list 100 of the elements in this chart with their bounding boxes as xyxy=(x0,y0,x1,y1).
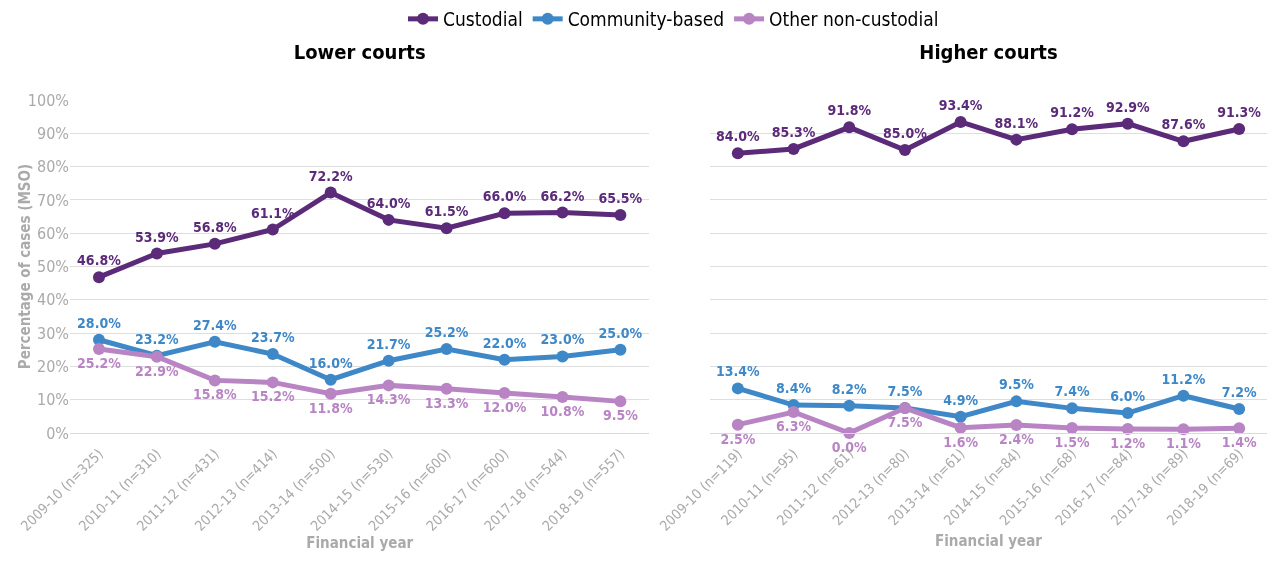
point xyxy=(731,418,744,431)
point xyxy=(498,387,511,400)
data-label: 65.5% xyxy=(598,189,643,206)
data-label: 92.9% xyxy=(1105,98,1150,115)
data-label: 88.1% xyxy=(994,114,1039,131)
point xyxy=(1177,135,1190,148)
point xyxy=(614,395,627,408)
data-label: 15.8% xyxy=(192,386,238,403)
y-tick-label: 90% xyxy=(37,123,69,143)
data-label: 22.9% xyxy=(135,362,180,379)
point xyxy=(382,354,395,367)
data-label: 28.0% xyxy=(77,314,122,331)
y-tick-label: 30% xyxy=(37,323,69,343)
data-label: 7.5% xyxy=(887,383,923,400)
y-tick-label: 20% xyxy=(37,357,69,376)
point xyxy=(324,387,337,400)
data-label: 87.6% xyxy=(1161,116,1206,133)
data-label: 15.2% xyxy=(250,388,295,405)
data-label: 91.3% xyxy=(1217,103,1262,120)
point xyxy=(1233,122,1246,135)
data-label: 11.2% xyxy=(1161,370,1206,387)
point xyxy=(498,353,511,366)
point xyxy=(208,237,221,250)
point xyxy=(1121,407,1134,420)
point xyxy=(1121,117,1134,130)
data-label: 4.9% xyxy=(943,391,979,408)
point xyxy=(1066,123,1079,136)
x-axis-title: Financial year xyxy=(935,531,1043,550)
point xyxy=(266,348,279,361)
y-axis-title: Percentage of cases (MSO) xyxy=(16,163,34,370)
point xyxy=(324,373,337,386)
data-label: 2.5% xyxy=(720,430,756,447)
data-label: 9.5% xyxy=(998,376,1035,393)
data-label: 27.4% xyxy=(192,316,238,333)
point xyxy=(1233,422,1246,435)
y-tick-label: 100% xyxy=(27,90,69,110)
point xyxy=(787,142,800,155)
point xyxy=(92,343,105,356)
point xyxy=(498,207,511,220)
x-axis-title: Financial year xyxy=(306,533,414,552)
point xyxy=(843,399,856,412)
point xyxy=(382,213,395,226)
data-label: 25.0% xyxy=(598,324,643,341)
data-label: 14.3% xyxy=(366,391,411,408)
point xyxy=(440,222,453,235)
data-label: 91.8% xyxy=(827,102,872,119)
data-label: 23.2% xyxy=(135,330,180,347)
data-label: 25.2% xyxy=(424,324,469,341)
data-label: 46.8% xyxy=(77,252,122,269)
point xyxy=(843,427,856,439)
data-label: 16.0% xyxy=(308,354,353,371)
point xyxy=(1233,403,1246,416)
point xyxy=(614,208,627,221)
point xyxy=(266,223,279,236)
y-tick-label: 60% xyxy=(37,223,69,243)
data-label: 22.0% xyxy=(482,334,527,351)
y-tick-label: 10% xyxy=(37,390,69,410)
point xyxy=(898,143,911,156)
point xyxy=(92,271,105,284)
data-label: 9.5% xyxy=(602,407,639,424)
data-label: 64.0% xyxy=(366,194,411,211)
data-label: 61.5% xyxy=(424,203,469,220)
data-label: 84.0% xyxy=(716,128,761,145)
point xyxy=(614,343,627,356)
data-label: 8.2% xyxy=(831,380,868,397)
data-label: 6.0% xyxy=(1110,388,1146,405)
data-label: 12.0% xyxy=(482,399,527,416)
y-tick-label: 80% xyxy=(37,157,69,177)
point xyxy=(382,379,395,392)
data-label: 8.4% xyxy=(776,380,812,397)
point xyxy=(1066,422,1079,434)
legend-label: Other non-custodial xyxy=(769,8,939,31)
data-label: 66.2% xyxy=(540,187,585,204)
point xyxy=(556,350,569,363)
data-label: 6.3% xyxy=(776,418,812,435)
data-label: 25.2% xyxy=(77,355,122,372)
point xyxy=(954,115,967,128)
data-label: 7.5% xyxy=(887,414,923,431)
y-tick-label: 40% xyxy=(37,290,69,310)
data-label: 53.9% xyxy=(135,228,180,245)
point xyxy=(787,406,800,419)
data-label: 23.0% xyxy=(540,331,585,348)
point xyxy=(954,410,967,423)
point xyxy=(208,374,221,387)
point xyxy=(556,206,569,219)
point xyxy=(266,376,279,389)
legend-label: Custodial xyxy=(443,8,523,31)
data-label: 7.2% xyxy=(1221,384,1257,401)
data-label: 85.3% xyxy=(771,123,816,140)
data-label: 72.2% xyxy=(308,167,353,184)
chart-title: Higher courts xyxy=(919,40,1058,64)
data-label: 23.7% xyxy=(250,329,295,346)
data-label: 93.4% xyxy=(938,96,983,113)
legend-label: Community-based xyxy=(567,8,725,31)
point xyxy=(324,186,337,199)
point xyxy=(1066,402,1079,415)
data-label: 2.4% xyxy=(998,431,1035,448)
data-label: 85.0% xyxy=(883,124,928,141)
data-label: 1.6% xyxy=(943,433,979,450)
point xyxy=(150,247,163,260)
